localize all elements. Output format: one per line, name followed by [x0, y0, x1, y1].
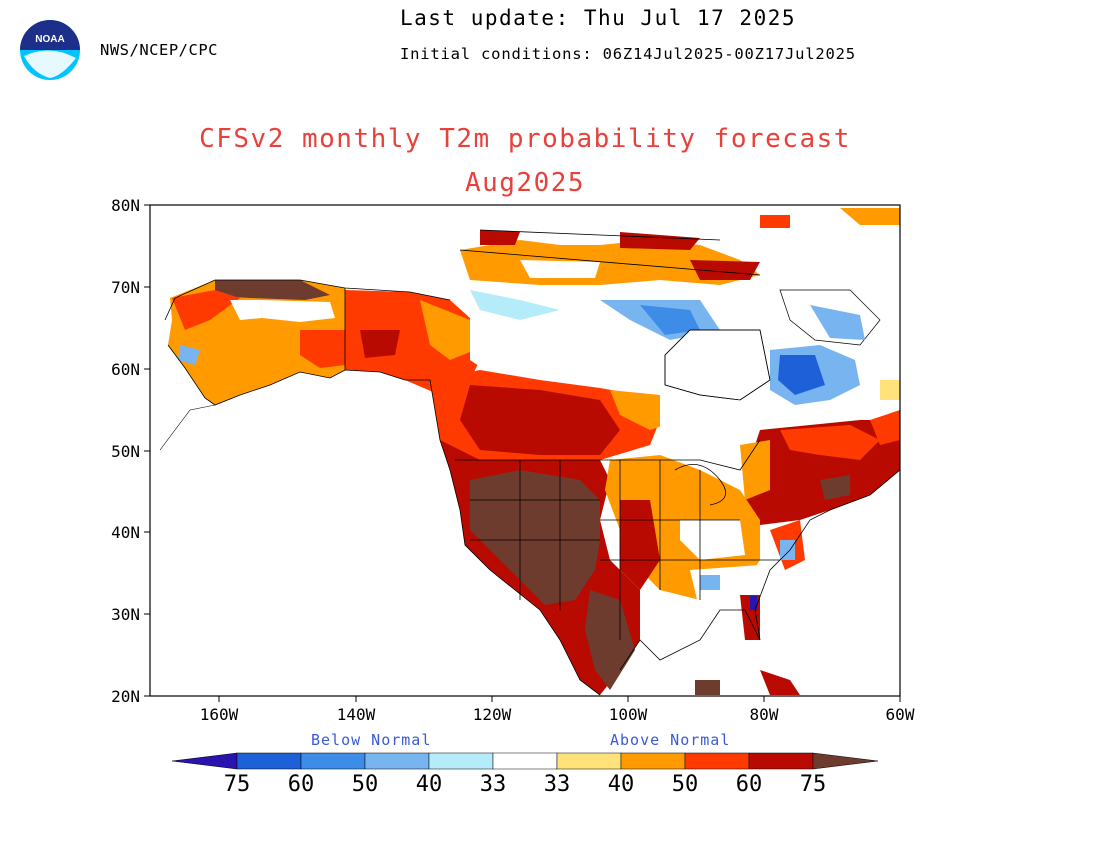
legend-value-below-50: 50 [351, 772, 379, 797]
lat-label-60n: 60N [111, 360, 140, 379]
above-normal-label: Above Normal [610, 731, 731, 749]
lon-label-140w: 140W [336, 705, 376, 724]
lon-label-120w: 120W [472, 705, 512, 724]
legend-value-above-40: 40 [607, 772, 635, 797]
agency-label: NWS/NCEP/CPC [100, 41, 218, 59]
last-update-text: Last update: Thu Jul 17 2025 [400, 6, 797, 30]
legend-value-above-60: 60 [735, 772, 763, 797]
lat-label-20n: 20N [111, 687, 140, 706]
lat-label-80n: 80N [111, 196, 140, 215]
lon-label-80w: 80W [749, 705, 779, 724]
legend-value-below-60: 60 [287, 772, 315, 797]
lon-label-160w: 160W [199, 705, 239, 724]
lat-label-40n: 40N [111, 523, 140, 542]
legend-value-above-50: 50 [671, 772, 699, 797]
legend-value-above-75: 75 [799, 772, 827, 797]
ontario-region [660, 395, 780, 455]
legend-value-above-33: 33 [543, 772, 571, 797]
map-subtitle: Aug2025 [464, 168, 586, 198]
legend-value-below-75: 75 [223, 772, 251, 797]
lon-label-100w: 100W [608, 705, 648, 724]
lat-label-70n: 70N [111, 278, 140, 297]
lon-label-60w: 60W [885, 705, 915, 724]
lat-label-50n: 50N [111, 442, 140, 461]
legend-value-below-40: 40 [415, 772, 443, 797]
initial-conditions-text: Initial conditions: 06Z14Jul2025-00Z17Ju… [400, 45, 856, 63]
legend-value-below-33: 33 [479, 772, 507, 797]
map-title: CFSv2 monthly T2m probability forecast [199, 124, 851, 154]
lat-label-30n: 30N [111, 605, 140, 624]
below-normal-label: Below Normal [311, 731, 432, 749]
